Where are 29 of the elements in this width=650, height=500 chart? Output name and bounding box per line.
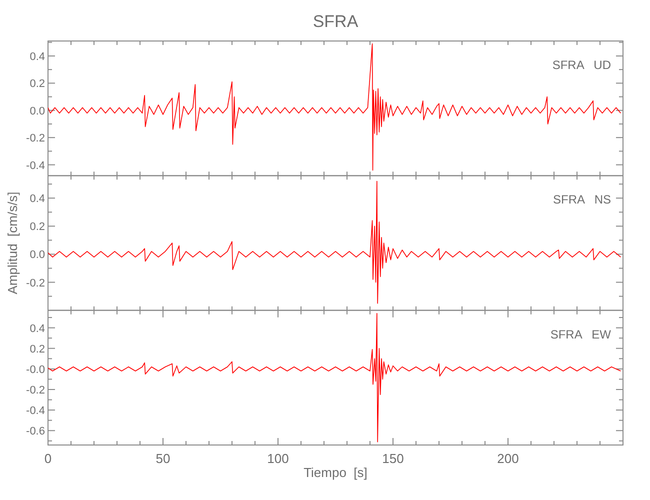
y-tick-label: -0.0 [26,364,45,376]
y-tick-label: -0.2 [26,277,45,290]
annotation: SFRA UD [552,58,612,72]
y-tick-label: 0.4 [30,50,45,63]
line-series [48,180,622,304]
annotation: SFRA EW [550,327,612,342]
x-tick-label: 0 [44,451,52,466]
annotation: SFRA NS [552,192,611,207]
y-tick-label: 0.4 [30,322,45,335]
chart-title: SFRA [312,12,359,31]
line-series [48,313,622,442]
y-tick-label: -0.2 [26,384,45,396]
y-axis-title: Amplitud [cm/s/s] [5,192,20,294]
y-tick-label: -0.2 [26,132,45,145]
x-tick-label: 200 [497,451,519,466]
x-axis-title: Tiempo [s] [304,465,368,480]
y-tick-label: 0.2 [30,78,45,90]
y-tick-label: 0.4 [30,193,45,206]
y-tick-label: 0.0 [30,105,45,118]
x-tick-label: 150 [382,451,404,466]
y-tick-label: 0.2 [30,221,45,234]
y-tick-label: -0.6 [26,426,45,438]
y-tick-label: -0.4 [26,160,45,172]
line-series [48,43,622,171]
y-tick-label: -0.4 [26,405,45,418]
x-tick-label: 50 [156,451,170,466]
x-tick-label: 100 [267,451,289,466]
y-tick-label: 0.0 [30,249,45,262]
y-tick-label: 0.2 [30,343,45,356]
